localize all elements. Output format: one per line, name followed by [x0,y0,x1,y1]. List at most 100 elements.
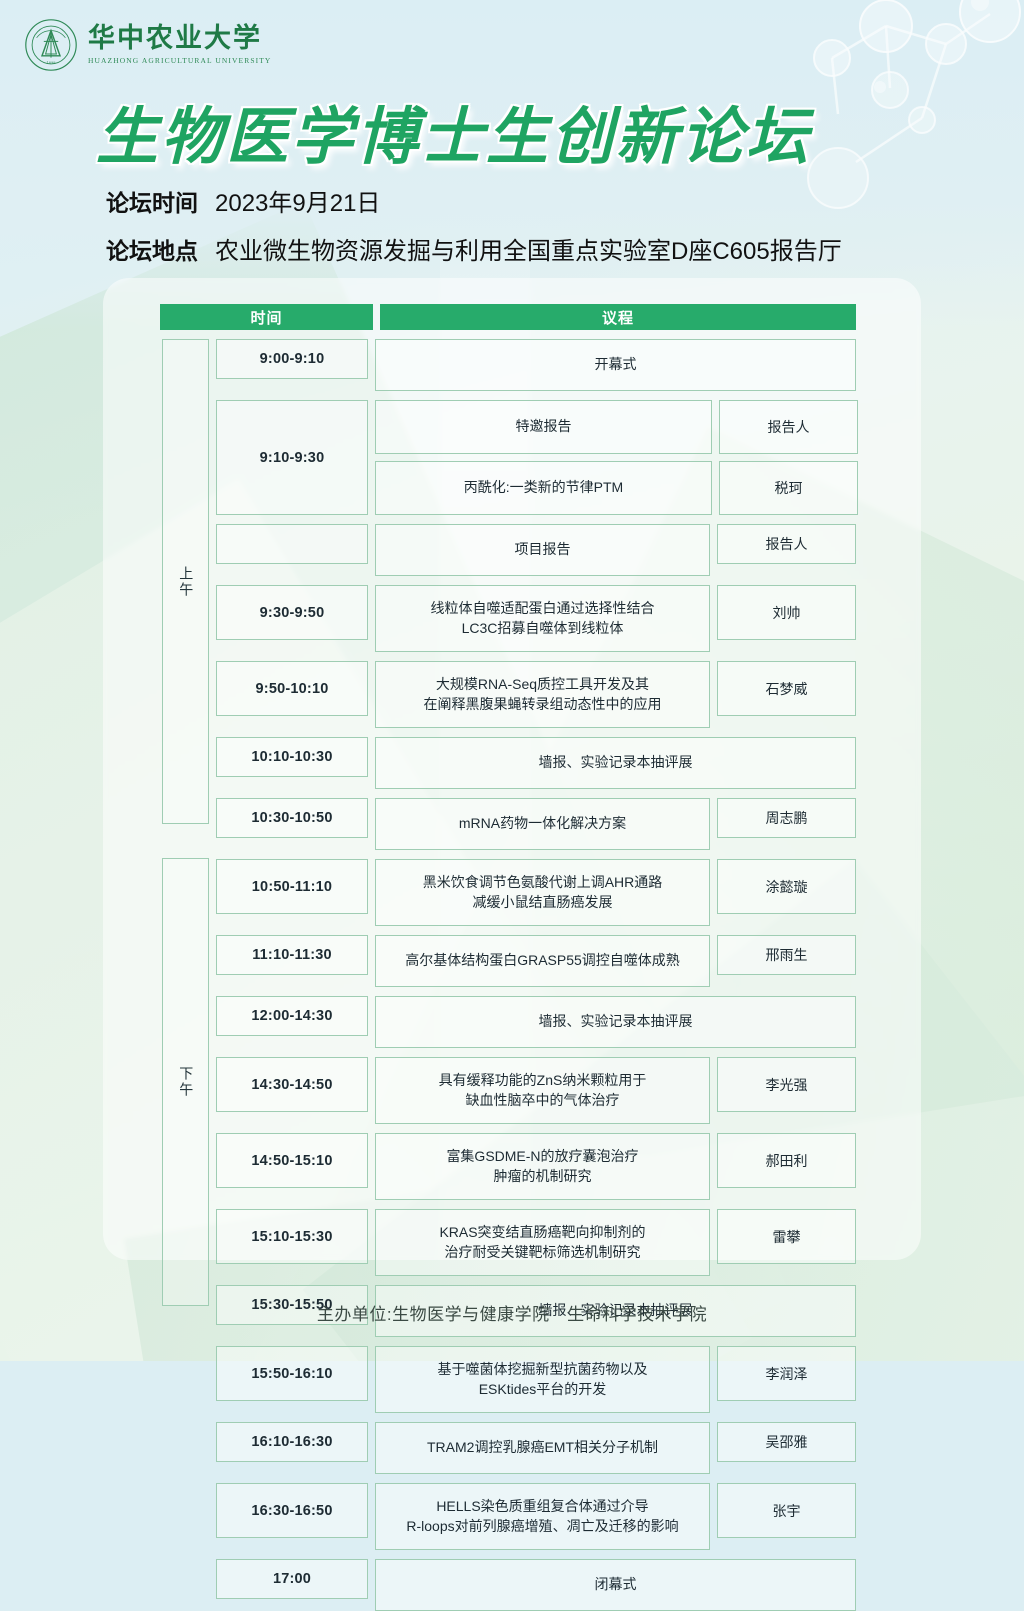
cell-speaker: 郝田利 [717,1133,856,1188]
table-row: 11:10-11:30 高尔基体结构蛋白GRASP55调控自噬体成熟 邢雨生 [216,935,856,987]
cell-agenda: 高尔基体结构蛋白GRASP55调控自噬体成熟 [375,935,710,987]
cell-agenda: 开幕式 [375,339,856,391]
cell-agenda: 基于噬菌体挖掘新型抗菌药物以及 ESKtides平台的开发 [375,1346,710,1413]
cell-time: 11:10-11:30 [216,935,368,975]
table-row: 10:50-11:10 黑米饮食调节色氨酸代谢上调AHR通路 减缓小鼠结直肠癌发展涂… [216,859,856,926]
column-header-time: 时间 [160,304,373,330]
cell-agenda: KRAS突变结直肠癌靶向抑制剂的 治疗耐受关键靶标筛选机制研究 [375,1209,710,1276]
table-row: 15:50-16:10 基于噬菌体挖掘新型抗菌药物以及 ESKtides平台的开发李… [216,1346,856,1413]
cell-time: 9:10-9:30 [216,400,368,515]
svg-text:1898: 1898 [46,61,56,65]
cell-time: 16:30-16:50 [216,1483,368,1538]
table-row: 项目报告 报告人 [216,524,856,576]
page-title: 生物医学博士生创新论坛 [96,100,812,173]
cell-agenda: 特邀报告 [375,400,712,454]
cell-agenda: 大规模RNA-Seq质控工具开发及其 在阐释黑腹果蝇转录组动态性中的应用 [375,661,710,728]
university-seal-icon: 1898 [25,19,77,71]
schedule-table-body: 上午 下午 9:00-9:10 开幕式 9:10-9:30 特邀报告 丙酰化:一类新的节律… [160,339,858,1611]
cell-speaker: 报告人 [717,524,856,564]
molecule-bubbles-icon [807,0,1021,209]
cell-agenda: 具有缓释功能的ZnS纳米颗粒用于 缺血性脑卒中的气体治疗 [375,1057,710,1124]
organizers-footer: 主办单位:生物医学与健康学院 生命科学技术学院 [316,1305,708,1324]
table-row: 9:30-9:50 线粒体自噬适配蛋白通过选择性结合 LC3C招募自噬体到线粒体 刘帅 [216,585,856,652]
cell-speaker: 刘帅 [717,585,856,640]
cell-speaker: 李光强 [717,1057,856,1112]
cell-time: 15:10-15:30 [216,1209,368,1264]
cell-time [216,524,368,564]
daypart-label: 上午 [178,565,195,598]
cell-speaker: 雷攀 [717,1209,856,1264]
forum-time-row: 论坛时间 2023年9月21日 [103,183,381,221]
schedule-card [103,278,921,1260]
table-row: 9:00-9:10 开幕式 [216,339,856,391]
cell-agenda: 丙酰化:一类新的节律PTM [375,461,712,515]
daypart-column: 上午 下午 [160,339,216,1611]
cell-speaker: 张宇 [717,1483,856,1538]
table-row: 17:00 闭幕式 [216,1559,856,1611]
table-row: 9:50-10:10 大规模RNA-Seq质控工具开发及其 在阐释黑腹果蝇转录组动态… [216,661,856,728]
cell-time: 10:30-10:50 [216,798,368,838]
cell-speaker: 石梦威 [717,661,856,716]
cell-speaker: 邢雨生 [717,935,856,975]
daypart-cell: 下午 [162,858,209,1306]
table-row: 10:10-10:30 墙报、实验记录本抽评展 [216,737,856,789]
background-top-tint [0,0,1024,330]
cell-time: 16:10-16:30 [216,1422,368,1462]
university-logo: 1898 华中农业大学 HUAZHONG AGRICULTURAL UNIVER… [24,18,271,72]
schedule-rows: 9:00-9:10 开幕式 9:10-9:30 特邀报告 丙酰化:一类新的节律PTM 报告… [216,339,858,1611]
cell-time: 14:30-14:50 [216,1057,368,1112]
daypart-label: 下午 [178,1066,195,1098]
cell-agenda: 线粒体自噬适配蛋白通过选择性结合 LC3C招募自噬体到线粒体 [375,585,710,652]
table-row: 16:30-16:50 HELLS染色质重组复合体通过介导 R-loops对前列腺癌… [216,1483,856,1550]
cell-speaker: 周志鹏 [717,798,856,838]
stacked-agenda-cells: 特邀报告丙酰化:一类新的节律PTM [375,400,712,515]
table-row: 16:10-16:30 TRAM2调控乳腺癌EMT相关分子机制 吴邵雅 [216,1422,856,1474]
university-name-cn: 华中农业大学 [88,23,262,54]
table-row: 10:30-10:50 mRNA药物一体化解决方案 周志鹏 [216,798,856,850]
forum-place-row: 论坛地点 农业微生物资源发掘与利用全国重点实验室D座C605报告厅 [103,231,842,269]
table-row: 12:00-14:30 墙报、实验记录本抽评展 [216,996,856,1048]
cell-speaker: 涂懿璇 [717,859,856,914]
cell-time: 15:50-16:10 [216,1346,368,1401]
cell-agenda: 闭幕式 [375,1559,856,1611]
cell-speaker: 报告人 [719,400,858,454]
cell-agenda: 黑米饮食调节色氨酸代谢上调AHR通路 减缓小鼠结直肠癌发展 [375,859,710,926]
cell-agenda: TRAM2调控乳腺癌EMT相关分子机制 [375,1422,710,1474]
cell-time: 9:50-10:10 [216,661,368,716]
cell-time: 17:00 [216,1559,368,1599]
forum-time-label: 论坛时间 [103,184,203,221]
table-row: 14:30-14:50 具有缓释功能的ZnS纳米颗粒用于 缺血性脑卒中的气体治疗 李光… [216,1057,856,1124]
daypart-cell: 上午 [162,339,209,824]
stacked-agenda-group: 特邀报告丙酰化:一类新的节律PTM 报告人税珂 [375,400,858,515]
cell-time: 10:10-10:30 [216,737,368,777]
cell-time: 9:30-9:50 [216,585,368,640]
cell-agenda: 墙报、实验记录本抽评展 [375,1285,856,1337]
cell-agenda: 墙报、实验记录本抽评展 [375,737,856,789]
cell-time: 14:50-15:10 [216,1133,368,1188]
table-row: 9:10-9:30 特邀报告丙酰化:一类新的节律PTM 报告人税珂 [216,400,858,515]
table-row: 14:50-15:10 富集GSDME-N的放疗囊泡治疗 肿瘤的机制研究 郝田利 [216,1133,856,1200]
university-logo-text: 华中农业大学 HUAZHONG AGRICULTURAL UNIVERSITY [88,25,271,65]
table-row: 15:30-15:50 墙报、实验记录本抽评展 [216,1285,856,1337]
forum-place-label: 论坛地点 [103,232,203,269]
university-name-en: HUAZHONG AGRICULTURAL UNIVERSITY [88,56,272,66]
cell-agenda: mRNA药物一体化解决方案 [375,798,710,850]
cell-agenda: HELLS染色质重组复合体通过介导 R-loops对前列腺癌增殖、凋亡及迁移的影响 [375,1483,710,1550]
column-header-agenda: 议程 [380,304,856,330]
schedule-table: 时间 议程 上午 下午 9:00-9:10 开幕式 9:10-9:30 特邀报告 丙酰化:… [160,304,858,1611]
cell-time: 12:00-14:30 [216,996,368,1036]
cell-time: 15:30-15:50 [216,1285,368,1325]
cell-speaker: 吴邵雅 [717,1422,856,1462]
cell-time: 10:50-11:10 [216,859,368,914]
cell-agenda: 墙报、实验记录本抽评展 [375,996,856,1048]
schedule-table-header: 时间 议程 [160,304,856,330]
forum-place-value: 农业微生物资源发掘与利用全国重点实验室D座C605报告厅 [215,238,842,265]
stacked-speaker-cells: 报告人 税珂 [719,400,858,515]
cell-speaker: 李润泽 [717,1346,856,1401]
forum-time-value: 2023年9月21日 [215,190,381,217]
cell-agenda: 项目报告 [375,524,710,576]
table-row: 15:10-15:30 KRAS突变结直肠癌靶向抑制剂的 治疗耐受关键靶标筛选机制研… [216,1209,856,1276]
cell-speaker: 税珂 [719,461,858,515]
cell-agenda: 富集GSDME-N的放疗囊泡治疗 肿瘤的机制研究 [375,1133,710,1200]
cell-time: 9:00-9:10 [216,339,368,379]
